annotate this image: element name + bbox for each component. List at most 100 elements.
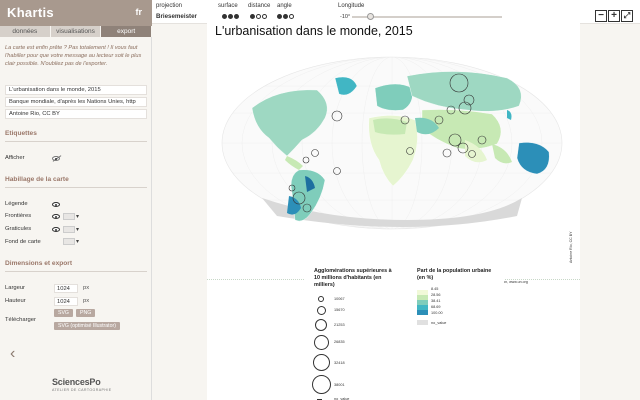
legend-novalue-box xyxy=(417,320,428,325)
map-title[interactable]: L'urbanisation dans le monde, 2015 xyxy=(215,24,413,38)
map-frame: Banque mondiale, d'après les Nations Uni… xyxy=(207,48,580,284)
city-circle[interactable] xyxy=(311,149,319,157)
city-circle[interactable] xyxy=(302,203,312,213)
height-input[interactable]: 1024 xyxy=(54,297,78,306)
circles-legend-title-2: 10 millions d'habitants (en xyxy=(314,275,382,281)
city-circle[interactable] xyxy=(446,105,456,115)
legend-circle xyxy=(315,319,327,331)
city-circle[interactable] xyxy=(458,101,472,115)
legend-color-box xyxy=(417,305,428,310)
zoom-in-icon[interactable]: + xyxy=(608,10,620,22)
city-circle[interactable] xyxy=(292,191,306,205)
map-canvas: L'urbanisation dans le monde, 2015 xyxy=(207,20,580,400)
graticules-color-swatch[interactable] xyxy=(63,226,75,233)
legende-label: Légende xyxy=(5,201,28,207)
divider xyxy=(5,141,147,142)
land-australia xyxy=(516,142,550,175)
colors-legend-title-1: Part de la population urbaine xyxy=(417,268,492,274)
longitude-slider[interactable] xyxy=(352,16,502,18)
rating-dot xyxy=(277,14,282,19)
rating-dot xyxy=(228,14,233,19)
world-map[interactable] xyxy=(207,48,580,280)
height-unit: px xyxy=(83,298,90,304)
eye-icon[interactable] xyxy=(52,214,60,219)
land-argentina xyxy=(287,196,301,215)
city-circle[interactable] xyxy=(468,150,476,158)
download-png-button[interactable]: PNG xyxy=(76,309,96,317)
city-circle[interactable] xyxy=(331,110,343,122)
legend-circle xyxy=(318,296,324,302)
width-input[interactable]: 1024 xyxy=(54,284,78,293)
legend-color-value: 100.00 xyxy=(431,311,443,315)
land-asia xyxy=(421,109,502,150)
download-svg-illustrator-button[interactable]: SVG (optimisé Illustrator) xyxy=(54,322,120,330)
habillage-heading: Habillage de la carte xyxy=(5,176,69,183)
zoom-out-icon[interactable]: − xyxy=(595,10,607,22)
tab-visualisations[interactable]: visualisations xyxy=(51,26,102,37)
brand-bar: Khartis fr xyxy=(0,0,152,26)
city-circle[interactable] xyxy=(302,156,310,164)
circles-legend-title-3: milliers) xyxy=(314,282,335,288)
city-circle[interactable] xyxy=(333,167,341,175)
longitude-value: -10° xyxy=(340,14,351,20)
fit-screen-icon[interactable]: ⤢ xyxy=(621,10,633,22)
legend-circle xyxy=(317,306,326,315)
city-circle[interactable] xyxy=(457,142,469,154)
map-credit-text[interactable]: Antoine Rio, CC BY xyxy=(569,231,573,263)
sciencespo-logo-subtitle: ATELIER DE CARTOGRAPHIE xyxy=(52,388,112,392)
map-author-field[interactable]: Antoine Rio, CC BY xyxy=(5,109,147,119)
legend-circle-value: 38001 xyxy=(334,383,345,387)
city-circle[interactable] xyxy=(448,133,462,147)
map-source-field[interactable]: Banque mondiale, d'après les Nations Uni… xyxy=(5,97,147,107)
legend-color-novalue: no_value xyxy=(431,321,447,325)
land-antarctica xyxy=(262,198,522,227)
city-circle[interactable] xyxy=(406,147,414,155)
city-circle[interactable] xyxy=(463,94,475,106)
divider xyxy=(5,187,147,188)
land-north-america xyxy=(251,89,328,157)
legend-circle-value: 10067 xyxy=(334,297,345,301)
longitude-slider-handle[interactable] xyxy=(367,13,374,20)
back-chevron-icon[interactable]: ‹ xyxy=(10,345,16,362)
tab-export[interactable]: export xyxy=(101,26,153,37)
city-circle[interactable] xyxy=(400,115,410,125)
app-logo[interactable]: Khartis xyxy=(7,5,54,20)
projection-label: projection xyxy=(156,3,183,9)
city-circle[interactable] xyxy=(434,115,444,125)
eye-off-icon[interactable] xyxy=(52,156,60,161)
rating-dot xyxy=(283,14,288,19)
afficher-label: Afficher xyxy=(5,155,25,161)
city-circle[interactable] xyxy=(288,184,296,192)
fond-color-swatch[interactable] xyxy=(63,238,75,245)
chevron-down-icon[interactable]: ▾ xyxy=(76,227,80,233)
eye-icon[interactable] xyxy=(52,202,60,207)
surface-label: surface xyxy=(218,3,238,9)
city-circle[interactable] xyxy=(449,73,469,93)
tab-donnees[interactable]: données xyxy=(0,26,51,37)
language-switch[interactable]: fr xyxy=(135,7,143,17)
map-legend[interactable]: Agglomérations supérieures à 10 millions… xyxy=(304,266,504,400)
eye-icon[interactable] xyxy=(52,227,60,232)
distance-label: distance xyxy=(248,3,271,9)
rating-dot xyxy=(262,14,267,19)
dimensions-heading: Dimensions et export xyxy=(5,260,73,267)
distance-rating xyxy=(250,14,267,19)
frontieres-label: Frontières xyxy=(5,213,32,219)
legend-color-box xyxy=(417,310,428,315)
download-svg-button[interactable]: SVG xyxy=(54,309,73,317)
city-circle[interactable] xyxy=(477,135,487,145)
frontieres-color-swatch[interactable] xyxy=(63,213,75,220)
circles-legend-title-1: Agglomérations supérieures à xyxy=(314,268,392,274)
projection-value[interactable]: Briesemeister xyxy=(156,13,197,20)
legend-color-value: 68.69 xyxy=(431,305,441,309)
chevron-down-icon[interactable]: ▾ xyxy=(76,239,80,245)
chevron-down-icon[interactable]: ▾ xyxy=(76,214,80,220)
rating-dot xyxy=(256,14,261,19)
sciencespo-logo: SciencesPo xyxy=(52,377,101,387)
chevron-down-icon[interactable]: ⌄ xyxy=(470,11,477,20)
longitude-label: Longitude xyxy=(338,3,365,9)
map-title-field[interactable]: L'urbanisation dans le monde, 2015 xyxy=(5,85,147,95)
rating-dot xyxy=(222,14,227,19)
city-circle[interactable] xyxy=(442,148,452,158)
